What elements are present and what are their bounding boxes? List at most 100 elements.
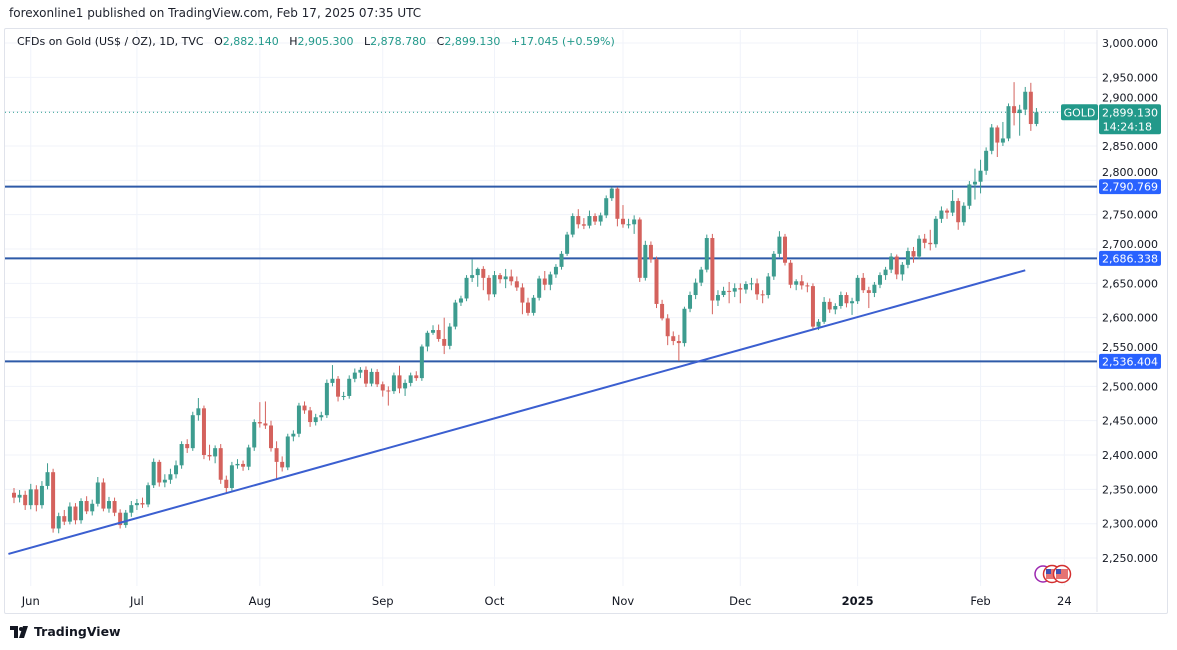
candle: [520, 283, 525, 315]
candle-body: [190, 415, 195, 449]
price-tick-label: 2,250.000: [1102, 552, 1158, 565]
candle-body: [816, 321, 821, 327]
close-value: 2,899.130: [444, 35, 501, 48]
candle: [263, 401, 268, 429]
candle: [995, 125, 1000, 157]
candle: [380, 381, 385, 397]
time-tick-label: Jul: [129, 594, 144, 608]
candle: [453, 299, 458, 330]
close-prefix: C: [436, 35, 445, 48]
candle: [531, 295, 536, 316]
candle-body: [252, 422, 257, 448]
candle: [861, 273, 866, 293]
candle-body: [207, 455, 212, 457]
candle-body: [458, 298, 463, 303]
candle-body: [403, 382, 408, 389]
candle-body: [17, 494, 22, 498]
candle-body: [514, 281, 519, 288]
candle: [660, 299, 665, 321]
candle: [129, 501, 134, 517]
candle: [872, 281, 877, 298]
candle-body: [79, 501, 84, 521]
price-tick-label: 2,950.000: [1102, 71, 1158, 84]
candle-body: [129, 505, 134, 513]
candle: [604, 195, 609, 219]
level-price-tag: [1099, 353, 1161, 369]
candle-body: [805, 285, 810, 287]
candle-body: [280, 461, 285, 468]
candle: [207, 444, 212, 461]
candle: [984, 147, 989, 175]
price-axis: 2,250.000 2,300.000 2,350.000 2,400.000 2,45…: [1102, 37, 1158, 565]
candle: [51, 468, 56, 533]
candle-body: [945, 210, 950, 213]
candle: [732, 283, 737, 298]
candle: [587, 210, 592, 229]
candle-body: [95, 482, 100, 504]
candle: [241, 460, 246, 471]
candle-body: [604, 198, 609, 216]
candle: [972, 168, 977, 200]
candle-body: [855, 277, 860, 302]
candle-body: [302, 405, 307, 411]
price-tick-label: 2,600.000: [1102, 312, 1158, 325]
candle-body: [967, 184, 972, 206]
candle: [269, 420, 274, 452]
candle-body: [324, 382, 329, 416]
trendline-line[interactable]: [8, 269, 1026, 555]
candle-body: [715, 295, 720, 301]
candle-body: [531, 297, 536, 313]
candle-body: [777, 236, 782, 254]
tradingview-logo[interactable]: TradingView: [10, 624, 121, 639]
candle: [201, 405, 206, 460]
price-tick-label: 2,900.000: [1102, 91, 1158, 104]
candle: [743, 281, 748, 294]
candle: [514, 276, 519, 291]
candle-body: [1006, 106, 1011, 139]
candle: [436, 324, 441, 342]
candle: [73, 503, 78, 525]
candle: [609, 187, 614, 201]
candle-body: [475, 268, 480, 276]
candle: [123, 509, 128, 528]
economic-events[interactable]: [1034, 564, 1072, 584]
candle-body: [771, 253, 776, 277]
candle: [665, 314, 670, 346]
candle-body: [872, 284, 877, 293]
candle-body: [883, 269, 888, 276]
candle-body: [961, 205, 966, 223]
us-flag-icon: [1046, 569, 1058, 579]
candle-body: [838, 295, 843, 307]
candle-body: [291, 433, 296, 437]
candle: [626, 218, 631, 229]
candle: [542, 270, 547, 291]
candle-body: [877, 275, 882, 285]
candle-body: [989, 127, 994, 151]
candle: [447, 323, 452, 350]
candle-body: [486, 277, 491, 295]
candle-body: [285, 436, 290, 468]
candle-body: [12, 492, 16, 498]
candle-body: [565, 234, 570, 254]
candle: [889, 253, 894, 274]
candle-body: [464, 277, 469, 299]
time-axis: Jun Jul Aug Sep Oct Nov Dec 2025 Feb 24: [21, 594, 1072, 608]
symbol-tag-label: GOLD: [1064, 106, 1096, 119]
candle-body: [850, 301, 855, 304]
candle: [431, 325, 436, 335]
candle: [391, 372, 396, 394]
candle: [45, 463, 50, 490]
time-tick-label: Dec: [729, 594, 751, 608]
candle-body: [436, 330, 441, 339]
candle: [101, 478, 106, 512]
candle-body: [319, 415, 324, 418]
candle: [492, 270, 497, 298]
candle-body: [760, 294, 765, 296]
candle-body: [956, 200, 961, 223]
candle: [799, 275, 804, 290]
symbol-name: CFDs on Gold (US$ / OZ), 1D, TVC: [17, 35, 204, 48]
candle-body: [928, 242, 933, 245]
candle: [933, 216, 938, 248]
candle: [12, 487, 16, 504]
